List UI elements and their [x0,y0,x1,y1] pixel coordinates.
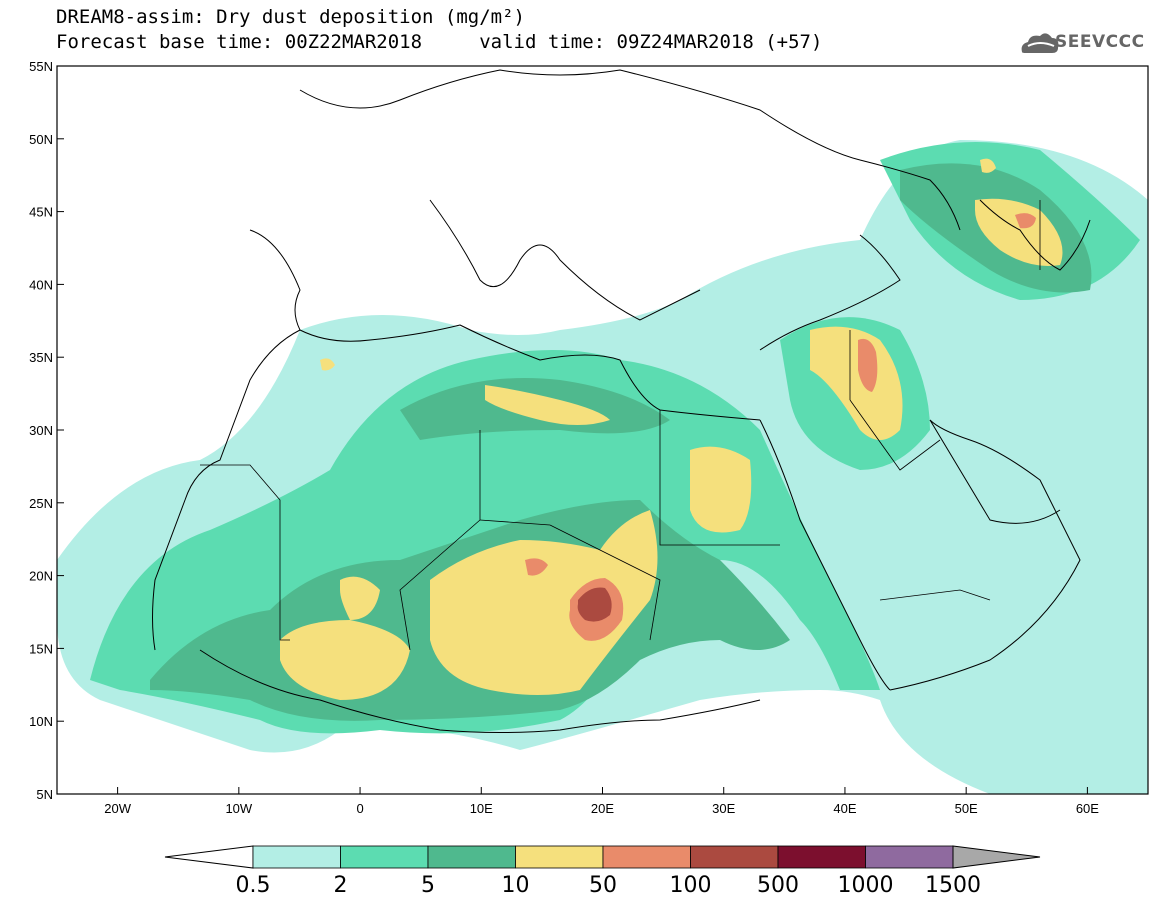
lat-tick-label: 55N [29,59,53,74]
country-borders [200,200,1041,651]
colorbar-swatch [427,845,516,869]
colorbar-min-arrow [164,845,254,869]
lat-tick-label: 40N [29,277,53,292]
colorbar-max-arrow [952,845,1041,869]
colorbar-label: 100 [669,873,712,898]
lon-tick-label: 20E [591,801,614,816]
lat-tick-label: 45N [29,205,53,220]
lat-tick-label: 30N [29,423,53,438]
lon-tick-label: 50E [955,801,978,816]
colorbar-swatch [515,845,604,869]
latitude-axis: 55N 50N 45N 40N 35N 30N 25N 20N 15N 10N 5N [29,59,64,802]
lat-tick-label: 15N [29,641,53,656]
lat-tick-label: 5N [36,787,53,802]
colorbar-swatch [252,845,341,869]
lon-tick-label: 40E [833,801,856,816]
forecast-time-subtitle: Forecast base time: 00Z22MAR2018 valid t… [56,31,823,53]
colorbar-swatch [602,845,691,869]
colorbar-label: 500 [757,873,799,898]
lat-tick-label: 35N [29,350,53,365]
lat-tick-label: 10N [29,714,53,729]
lat-tick-label: 20N [29,569,53,584]
colorbar-label: 50 [589,873,617,898]
colorbar-swatch [777,845,866,869]
colorbar-label: 0.5 [235,873,271,898]
longitude-axis: 20W 10W 0 10E 20E 30E 40E 50E 60E [104,787,1099,816]
colorbar-label: 5 [421,873,435,898]
logo-text: SEEVCCC [1055,32,1145,52]
colorbar [164,845,1041,869]
dust-contours [57,140,1148,794]
colorbar-label: 10 [501,873,530,898]
colorbar-label: 1000 [837,873,894,898]
lat-tick-label: 25N [29,496,53,511]
colorbar-swatch [865,845,954,869]
lat-tick-label: 50N [29,132,53,147]
lon-tick-label: 30E [712,801,735,816]
lon-tick-label: 10W [225,801,252,816]
lon-tick-label: 20W [104,801,131,816]
colorbar-label: 2 [333,873,348,898]
lon-tick-label: 10E [470,801,493,816]
lon-tick-label: 60E [1076,801,1099,816]
colorbar-swatch [690,845,779,869]
coastlines [152,69,1091,733]
colorbar-swatch [340,845,429,869]
lon-tick-label: 0 [356,801,363,816]
map-title: DREAM8-assim: Dry dust deposition (mg/m²… [56,6,525,28]
colorbar-label: 1500 [925,873,981,898]
cloud-icon [1021,33,1059,53]
